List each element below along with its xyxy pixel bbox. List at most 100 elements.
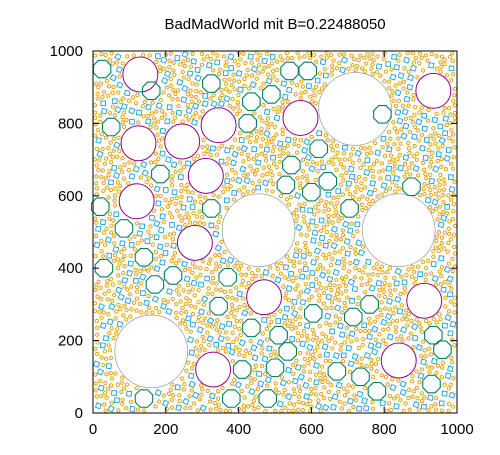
orange-marker-250 <box>429 150 435 155</box>
orange-marker-34 <box>354 64 360 69</box>
orange-marker-81 <box>259 126 264 132</box>
blue-marker-351 <box>447 291 454 298</box>
orange-marker-1014 <box>379 300 384 305</box>
orange-marker-687 <box>166 391 171 396</box>
orange-marker-1348 <box>282 145 287 151</box>
orange-marker-299 <box>190 81 195 86</box>
orange-marker-24 <box>423 53 428 58</box>
orange-marker-577 <box>93 381 99 386</box>
orange-marker-649 <box>423 272 429 277</box>
blue-marker-359 <box>422 154 429 161</box>
blue-marker-256 <box>438 400 445 407</box>
orange-marker-784 <box>192 199 198 204</box>
orange-marker-1489 <box>285 143 290 148</box>
orange-marker-1210 <box>269 319 274 324</box>
blue-marker-125 <box>380 135 387 142</box>
orange-marker-522 <box>446 231 452 237</box>
orange-marker-377 <box>134 221 140 226</box>
orange-marker-1519 <box>224 161 230 166</box>
orange-marker-108 <box>202 347 207 353</box>
orange-marker-256 <box>359 202 365 207</box>
orange-marker-1517 <box>229 381 235 386</box>
orange-marker-1384 <box>337 249 342 254</box>
orange-marker-443 <box>297 268 303 273</box>
orange-marker-1408 <box>274 262 279 267</box>
orange-marker-296 <box>153 109 159 114</box>
orange-marker-1108 <box>197 114 203 120</box>
orange-marker-1126 <box>271 106 276 112</box>
orange-marker-67 <box>370 168 375 174</box>
orange-marker-1438 <box>399 127 404 132</box>
orange-marker-1205 <box>256 63 262 68</box>
orange-marker-217 <box>253 139 258 144</box>
blue-marker-94 <box>196 326 204 334</box>
orange-marker-1162 <box>362 290 368 295</box>
orange-marker-614 <box>415 264 421 269</box>
blue-marker-249 <box>235 176 243 184</box>
orange-marker-206 <box>178 160 183 165</box>
orange-marker-741 <box>178 321 183 326</box>
orange-marker-62 <box>410 394 415 399</box>
orange-marker-777 <box>404 272 409 278</box>
orange-marker-1243 <box>315 168 320 174</box>
orange-marker-607 <box>259 151 264 156</box>
purple-marker-11 <box>380 342 417 379</box>
orange-marker-595 <box>196 288 201 293</box>
orange-marker-124 <box>261 165 267 170</box>
orange-marker-1504 <box>184 326 189 331</box>
blue-marker-57 <box>124 297 132 304</box>
orange-marker-1305 <box>297 202 302 207</box>
orange-marker-1083 <box>350 160 356 165</box>
orange-marker-1106 <box>407 407 412 412</box>
orange-marker-220 <box>174 315 179 321</box>
blue-marker-322 <box>289 336 296 342</box>
blue-marker-175 <box>177 174 184 181</box>
orange-marker-129 <box>117 261 122 266</box>
blue-marker-384 <box>126 390 133 397</box>
orange-marker-671 <box>94 181 99 186</box>
orange-marker-282 <box>223 63 228 68</box>
orange-marker-1407 <box>350 384 356 389</box>
orange-marker-1068 <box>284 254 290 259</box>
orange-marker-1163 <box>239 318 244 324</box>
orange-marker-89 <box>103 356 109 361</box>
orange-marker-594 <box>442 181 447 187</box>
blue-marker-259 <box>169 222 175 228</box>
orange-marker-314 <box>446 193 451 198</box>
orange-marker-430 <box>390 157 396 162</box>
orange-marker-759 <box>160 136 165 141</box>
orange-marker-40 <box>177 258 182 263</box>
orange-marker-705 <box>280 127 285 132</box>
blue-marker-398 <box>393 64 400 71</box>
orange-marker-235 <box>350 146 355 152</box>
blue-marker-204 <box>374 149 382 156</box>
blue-marker-289 <box>209 392 216 400</box>
orange-marker-1440 <box>448 197 454 202</box>
orange-marker-1556 <box>121 96 126 101</box>
orange-marker-921 <box>253 171 258 177</box>
orange-marker-1583 <box>252 376 258 382</box>
blue-marker-121 <box>162 187 169 193</box>
orange-marker-1588 <box>223 408 228 413</box>
orange-marker-1184 <box>208 96 213 101</box>
orange-marker-191 <box>349 221 354 227</box>
blue-marker-158 <box>213 341 220 348</box>
blue-marker-251 <box>366 189 374 197</box>
orange-marker-288 <box>236 62 241 68</box>
blue-marker-221 <box>274 276 282 284</box>
orange-marker-489 <box>371 57 376 63</box>
orange-marker-534 <box>450 217 456 222</box>
orange-marker-1235 <box>121 124 126 130</box>
blue-marker-190 <box>310 237 317 244</box>
y-tick-label-1: 200 <box>58 333 83 350</box>
orange-marker-431 <box>345 187 350 192</box>
orange-marker-810 <box>225 172 230 177</box>
orange-marker-1510 <box>413 276 419 282</box>
orange-marker-827 <box>111 258 116 263</box>
orange-marker-684 <box>451 201 457 206</box>
orange-marker-395 <box>449 128 454 133</box>
blue-marker-287 <box>135 109 143 116</box>
orange-marker-17 <box>416 173 421 178</box>
orange-marker-729 <box>131 300 137 306</box>
orange-marker-1057 <box>200 214 205 220</box>
